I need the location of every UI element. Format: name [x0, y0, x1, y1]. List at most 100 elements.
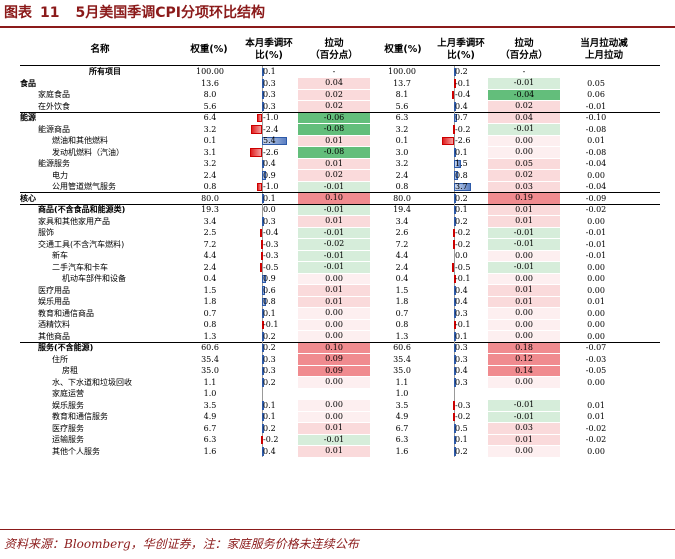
- source-note: 资料来源：Bloomberg，华创证券，注：家庭服务价格未连续公布: [4, 537, 359, 551]
- prev-weight: 8.1: [395, 90, 409, 99]
- table-row: 家庭食品 8.0 0.3 0.02 8.1 -0.4 -0.04 0.06: [0, 89, 675, 101]
- row-name: 住所: [52, 354, 68, 364]
- current-mom-bar: [262, 90, 264, 99]
- current-mom-bar: [250, 148, 262, 157]
- header-mom-current: 本月季调环 比(%): [236, 38, 302, 62]
- pull-difference: -0.08: [585, 124, 607, 134]
- current-weight: 35.4: [201, 354, 219, 364]
- current-mom-cell: -1.0: [232, 112, 292, 124]
- current-pull: 0.01: [298, 158, 370, 169]
- prev-mom-axis: [454, 250, 455, 262]
- prev-pull: 0.00: [488, 147, 560, 158]
- table-row: 能源 6.4 -1.0 -0.06 6.3 0.7 0.04 -0.10: [0, 112, 675, 124]
- prev-mom-cell: 0.2: [424, 192, 484, 204]
- prev-pull: 0.00: [488, 135, 560, 146]
- prev-mom-value: -2.6: [455, 136, 471, 145]
- prev-mom-bar: [454, 343, 456, 352]
- header-pull-prev: 拉动 （百分点）: [488, 38, 560, 62]
- current-mom-bar: [262, 67, 264, 76]
- table-row: 运输服务 6.3 -0.2 -0.01 6.3 0.1 0.01 -0.02: [0, 434, 675, 446]
- pull-difference: 0.01: [587, 412, 605, 421]
- header-mom-current-line2: 比(%): [255, 50, 283, 61]
- current-pull: 0.01: [298, 296, 370, 307]
- prev-mom-bar: [454, 182, 472, 191]
- current-mom-axis: [262, 204, 263, 216]
- current-mom-cell: 0.1: [232, 399, 292, 411]
- current-mom-value: 0.8: [263, 297, 276, 306]
- prev-mom-bar: [454, 424, 457, 433]
- row-name: 所有项目: [89, 67, 121, 76]
- prev-pull: 0.00: [488, 308, 560, 319]
- current-mom-value: 0.0: [263, 205, 276, 214]
- current-mom-bar: [262, 447, 264, 456]
- prev-pull: 0.01: [488, 204, 560, 215]
- title-rule: [0, 26, 675, 28]
- table-row: 家庭运营 1.0 1.0: [0, 388, 675, 400]
- current-mom-value: 0.1: [263, 67, 276, 76]
- prev-weight: 0.4: [395, 274, 409, 283]
- prev-mom-bar: [442, 136, 454, 145]
- current-mom-cell: -1.0: [232, 181, 292, 193]
- prev-mom-value: -0.2: [455, 412, 471, 421]
- table-row: 酒精饮料 0.8 -0.1 0.00 0.8 -0.1 0.00 0.00: [0, 319, 675, 331]
- table-row: 教育和通信服务 4.9 0.1 0.00 4.9 -0.2 -0.01 0.01: [0, 411, 675, 423]
- current-mom-bar: [260, 251, 263, 260]
- prev-mom-bar: [454, 159, 461, 168]
- pull-difference: 0.00: [587, 274, 605, 283]
- row-name: 家庭运营: [52, 389, 84, 398]
- section-separator: [20, 111, 660, 113]
- current-pull: 0.00: [298, 400, 370, 411]
- prev-mom-bar: [453, 240, 456, 249]
- prev-mom-cell: -0.1: [424, 77, 484, 89]
- current-mom-cell: -0.3: [232, 238, 292, 250]
- table-row: 服务(不含能源) 60.6 0.2 0.10 60.6 0.3 0.18 -0.07: [0, 342, 675, 354]
- current-pull: 0.00: [298, 308, 370, 319]
- current-pull: 0.04: [298, 78, 370, 89]
- current-mom-cell: 0.1: [232, 307, 292, 319]
- prev-weight: 3.4: [395, 216, 409, 226]
- row-name: 能源: [20, 113, 36, 122]
- prev-pull: -0.01: [488, 411, 560, 422]
- prev-weight: 1.5: [395, 285, 409, 295]
- current-weight: 4.4: [203, 251, 217, 260]
- current-mom-cell: 0.2: [232, 342, 292, 354]
- prev-mom-cell: 0.1: [424, 330, 484, 342]
- current-mom-cell: -2.6: [232, 146, 292, 158]
- current-mom-cell: 0.6: [232, 284, 292, 296]
- prev-weight: 7.2: [395, 239, 409, 249]
- current-mom-axis: [262, 388, 263, 400]
- current-weight: 3.5: [203, 400, 217, 410]
- current-mom-value: -0.3: [263, 251, 279, 260]
- prev-mom-value: -0.1: [455, 78, 471, 88]
- current-mom-bar: [261, 435, 264, 444]
- pull-difference: -0.09: [585, 193, 607, 203]
- prev-pull: 0.04: [488, 112, 560, 123]
- prev-pull: -0.01: [488, 227, 560, 238]
- current-weight: 3.4: [203, 216, 217, 226]
- current-weight: 6.4: [203, 113, 217, 122]
- prev-weight: 35.4: [393, 354, 411, 364]
- row-name: 服务(不含能源): [38, 343, 94, 352]
- figure-number: 11: [40, 5, 60, 21]
- pull-difference: 0.01: [587, 297, 605, 306]
- current-weight: 8.0: [203, 90, 217, 99]
- row-name: 交通工具(不含汽车燃料): [38, 239, 125, 249]
- prev-mom-bar: [454, 171, 458, 180]
- current-pull: 0.01: [298, 216, 370, 227]
- current-mom-bar: [262, 79, 264, 88]
- current-weight: 3.2: [203, 124, 217, 134]
- prev-mom-bar: [453, 228, 456, 237]
- prev-mom-cell: -0.3: [424, 399, 484, 411]
- current-mom-bar: [262, 309, 264, 318]
- section-separator: [20, 203, 660, 205]
- current-mom-cell: 0.3: [232, 77, 292, 89]
- current-mom-bar: [262, 217, 264, 226]
- prev-pull: 0.02: [488, 170, 560, 181]
- pull-difference: -0.02: [585, 435, 607, 444]
- table-row: 服饰 2.5 -0.4 -0.01 2.6 -0.2 -0.01 -0.01: [0, 227, 675, 239]
- current-weight: 3.2: [203, 159, 217, 168]
- current-pull: 0.01: [298, 423, 370, 434]
- pull-difference: 0.00: [587, 262, 605, 272]
- row-name: 发动机燃料（汽油）: [52, 147, 124, 157]
- pull-difference: 0.00: [587, 308, 605, 318]
